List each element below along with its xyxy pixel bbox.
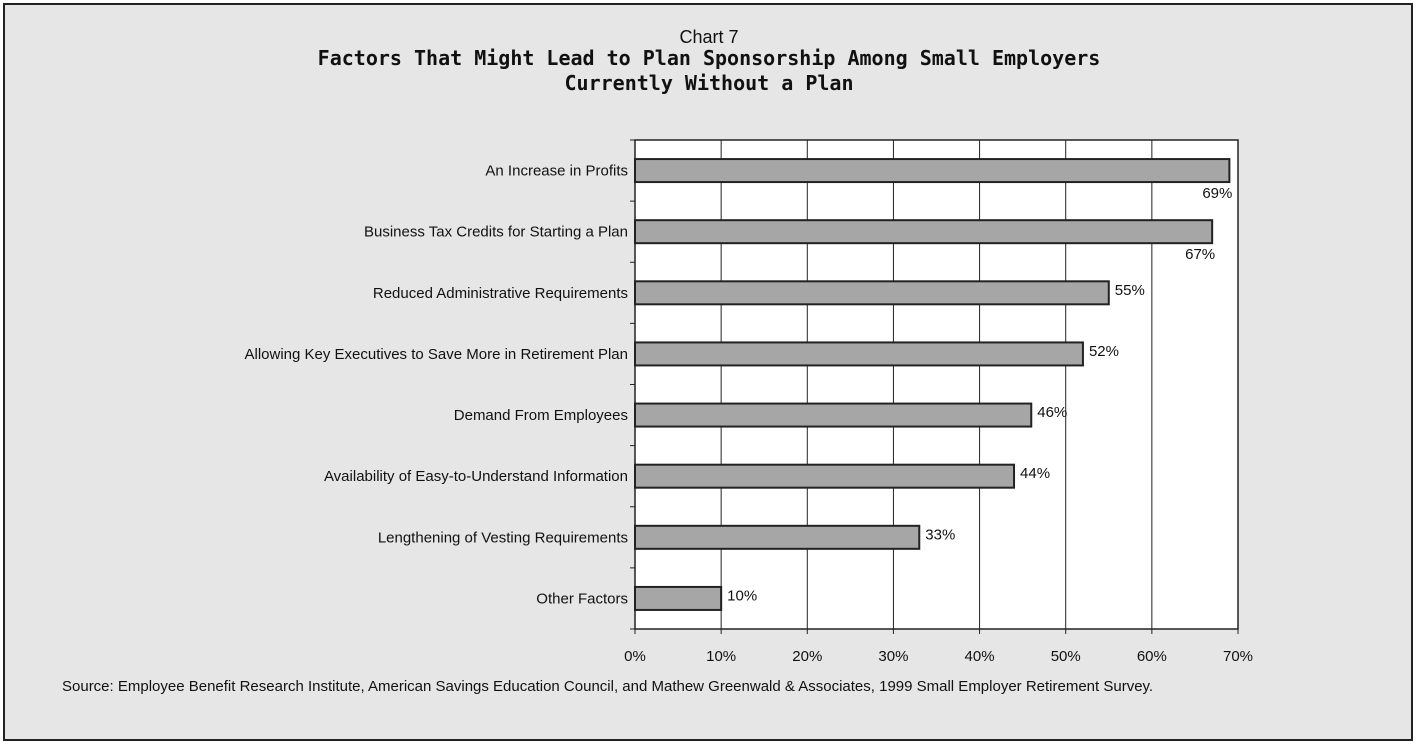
- value-label: 44%: [1020, 465, 1050, 482]
- x-tick-label: 70%: [1223, 648, 1253, 665]
- x-tick-label: 30%: [878, 648, 908, 665]
- value-label: 33%: [925, 526, 955, 543]
- category-label: Business Tax Credits for Starting a Plan: [364, 224, 628, 241]
- category-label: Allowing Key Executives to Save More in …: [244, 346, 628, 363]
- x-tick-label: 0%: [624, 648, 646, 665]
- bar: [634, 341, 1084, 367]
- bar: [634, 402, 1033, 428]
- bar: [634, 463, 1016, 489]
- category-label: An Increase in Profits: [485, 163, 628, 180]
- category-label: Reduced Administrative Requirements: [373, 285, 628, 302]
- value-label: 69%: [1202, 185, 1232, 202]
- value-label: 55%: [1115, 282, 1145, 299]
- source-note: Source: Employee Benefit Research Instit…: [62, 678, 1154, 695]
- category-label: Lengthening of Vesting Requirements: [378, 529, 628, 546]
- x-tick-label: 10%: [706, 648, 736, 665]
- x-tick-label: 20%: [792, 648, 822, 665]
- value-label: 10%: [727, 587, 757, 604]
- plot-area: [635, 140, 1238, 629]
- category-label: Availability of Easy-to-Understand Infor…: [324, 468, 628, 485]
- value-label: 52%: [1089, 343, 1119, 360]
- bar: [634, 280, 1110, 306]
- x-tick-label: 40%: [965, 648, 995, 665]
- bar: [634, 585, 723, 611]
- x-tick-label: 60%: [1137, 648, 1167, 665]
- value-label: 46%: [1037, 404, 1067, 421]
- chart-number: Chart 7: [679, 27, 739, 47]
- bar: [634, 158, 1231, 184]
- x-tick-label: 50%: [1051, 648, 1081, 665]
- chart-title-line-1: Factors That Might Lead to Plan Sponsors…: [317, 46, 1101, 70]
- category-label: Demand From Employees: [454, 407, 628, 424]
- bar: [634, 219, 1214, 245]
- chart-title: Factors That Might Lead to Plan Sponsors…: [0, 46, 1418, 96]
- bar: [634, 524, 921, 550]
- chart-title-line-2: Currently Without a Plan: [564, 71, 854, 95]
- category-label: Other Factors: [536, 590, 628, 607]
- value-label: 67%: [1185, 246, 1215, 263]
